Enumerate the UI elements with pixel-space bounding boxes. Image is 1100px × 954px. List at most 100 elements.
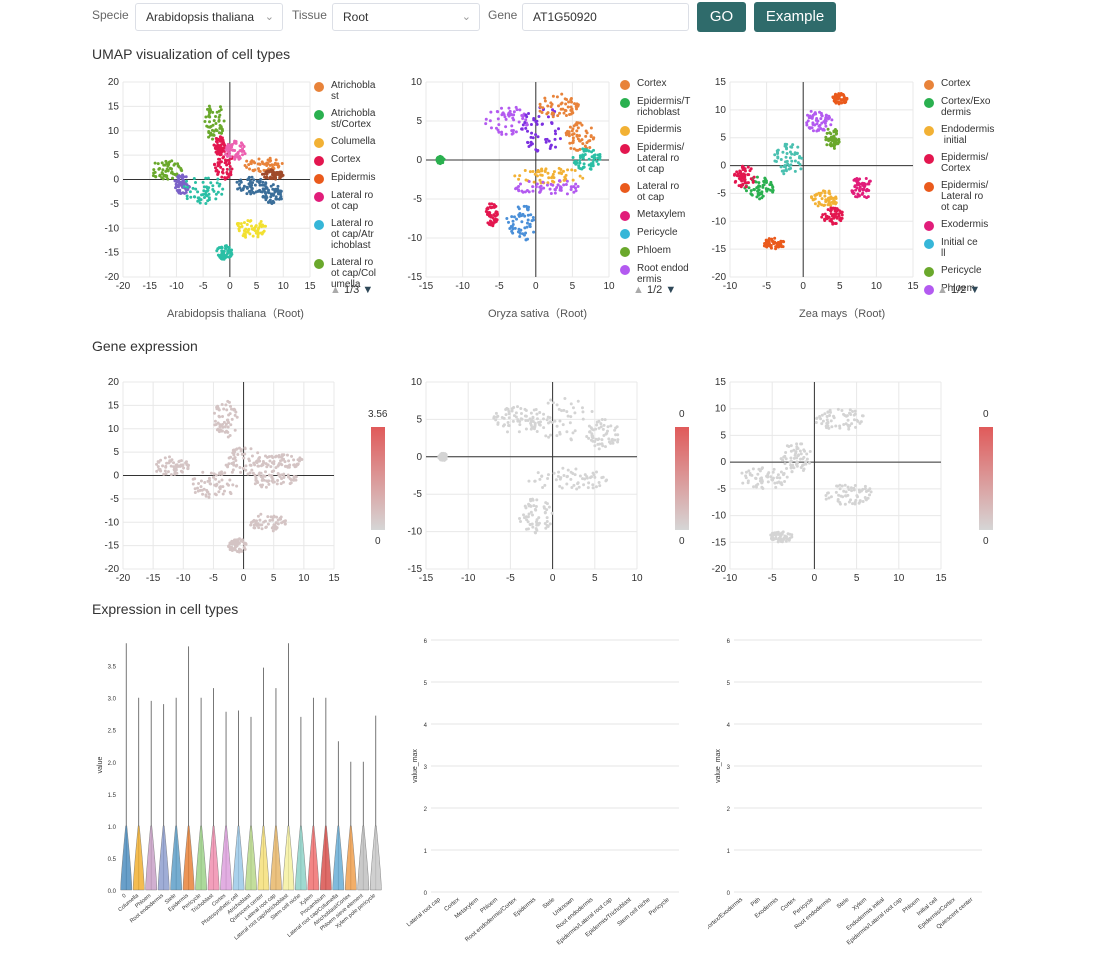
expression-point — [271, 529, 275, 533]
expression-point — [542, 412, 546, 416]
expression-point — [165, 461, 169, 465]
legend-item[interactable]: Pericycle — [924, 265, 999, 277]
umap-point — [538, 190, 542, 194]
umap-point — [271, 169, 275, 173]
expression-point — [575, 487, 579, 491]
legend-item[interactable]: Lateral ro ot cap/Col umella — [314, 257, 384, 290]
expression-point — [235, 415, 239, 419]
pager-down-icon[interactable]: ▼ — [969, 284, 981, 296]
umap-point — [256, 189, 260, 193]
legend-item[interactable]: Cortex — [314, 154, 384, 166]
umap-point — [818, 194, 822, 198]
umap-point — [735, 170, 739, 174]
umap-point — [522, 204, 526, 208]
umap-point — [488, 219, 492, 223]
expression-point — [776, 473, 780, 477]
x-tick-label: -5 — [199, 281, 208, 292]
expression-point — [788, 536, 792, 540]
umap-point — [584, 134, 588, 138]
umap-point — [773, 236, 777, 240]
umap-point — [861, 188, 865, 192]
legend-item[interactable]: Atrichobla st/Cortex — [314, 108, 384, 130]
umap-point — [778, 241, 782, 245]
legend-item[interactable]: Epidermis/ Lateral ro ot cap — [924, 180, 999, 213]
pager-down-icon[interactable]: ▼ — [665, 284, 677, 296]
legend-item[interactable]: Root endod ermis — [620, 263, 695, 285]
umap-point — [245, 223, 249, 227]
legend-item[interactable]: Endodermis initial — [924, 124, 999, 146]
expression-point — [744, 474, 748, 478]
expression-point — [758, 479, 762, 483]
umap-point — [247, 227, 251, 231]
umap-point — [573, 168, 577, 172]
umap-point — [202, 185, 206, 189]
legend-item[interactable]: Pericycle — [620, 227, 695, 239]
expression-point — [834, 490, 838, 494]
legend-item[interactable]: Cortex — [620, 78, 695, 90]
expression-point — [213, 492, 217, 496]
legend-pager-zea: ▲ 1/2 ▼ — [937, 284, 980, 296]
umap-point — [829, 217, 833, 221]
umap-point — [823, 194, 827, 198]
legend-item[interactable]: Lateral ro ot cap — [620, 181, 695, 203]
x-tick-label: -20 — [116, 281, 131, 292]
expression-point — [259, 471, 263, 475]
umap-point — [248, 232, 252, 236]
umap-point — [551, 108, 555, 112]
umap-point — [526, 213, 530, 217]
legend-item[interactable]: Metaxylem — [620, 209, 695, 221]
expression-point — [783, 454, 787, 458]
expression-point — [825, 418, 829, 422]
legend-item[interactable]: Epidermis — [620, 124, 695, 136]
legend-item[interactable]: Columella — [314, 136, 384, 148]
legend-item[interactable]: Phloem — [620, 245, 695, 257]
umap-point — [211, 133, 215, 137]
expression-point — [182, 466, 186, 470]
legend-item[interactable]: Exodermis — [924, 219, 999, 231]
legend-item[interactable]: Epidermis/ Cortex — [924, 152, 999, 174]
umap-point — [571, 111, 575, 115]
expression-point — [767, 471, 771, 475]
umap-point — [263, 175, 267, 179]
umap-point — [212, 119, 216, 123]
legend-item[interactable]: Phloem — [924, 283, 999, 295]
expression-point — [595, 420, 599, 424]
pager-down-icon[interactable]: ▼ — [362, 284, 374, 296]
legend-item[interactable]: Cortex — [924, 78, 999, 90]
umap-point — [235, 180, 239, 184]
umap-point — [225, 167, 229, 171]
legend-item[interactable]: Initial ce ll — [924, 237, 999, 259]
legend-item[interactable]: Lateral ro ot cap — [314, 190, 384, 212]
specie-select[interactable]: Arabidopsis thaliana ⌄ — [135, 3, 283, 31]
y-axis-label: value_max — [715, 749, 722, 783]
x-tick-label: 5 — [271, 573, 277, 584]
umap-point — [764, 180, 768, 184]
expression-point — [263, 470, 267, 474]
umap-point — [538, 102, 542, 106]
pager-up-icon[interactable]: ▲ — [937, 284, 948, 296]
legend-item[interactable]: Lateral ro ot cap/Atr ichoblast — [314, 218, 384, 251]
umap-point — [832, 206, 836, 210]
x-tick-label: 0 — [241, 573, 247, 584]
gene-input[interactable]: AT1G50920 — [522, 3, 689, 31]
legend-item[interactable]: Epidermis/ Lateral ro ot cap — [620, 142, 695, 175]
legend-item[interactable]: Epidermis — [314, 172, 384, 184]
example-button[interactable]: Example — [754, 2, 836, 32]
expression-point — [784, 539, 788, 543]
legend-item[interactable]: Atrichobla st — [314, 80, 384, 102]
expression-point — [231, 468, 235, 472]
legend-item[interactable]: Cortex/Exo dermis — [924, 96, 999, 118]
umap-point — [559, 102, 563, 106]
expression-point — [290, 454, 294, 458]
legend-item[interactable]: Epidermis/T richoblast — [620, 96, 695, 118]
tissue-select[interactable]: Root ⌄ — [332, 3, 480, 31]
expression-point — [531, 525, 535, 529]
expression-point — [814, 421, 818, 425]
pager-up-icon[interactable]: ▲ — [330, 284, 341, 296]
umap-point — [532, 117, 536, 121]
expression-point — [530, 513, 534, 517]
go-button[interactable]: GO — [697, 2, 746, 32]
umap-point — [554, 145, 558, 149]
umap-point — [786, 162, 790, 166]
pager-up-icon[interactable]: ▲ — [633, 284, 644, 296]
